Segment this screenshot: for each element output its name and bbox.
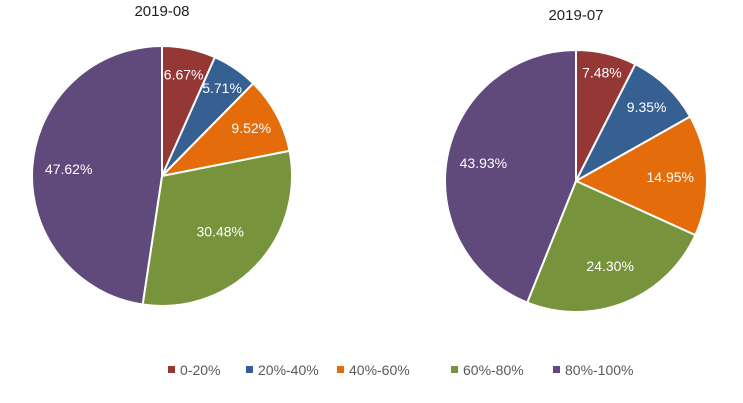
- pie-slice-20pct-40pct: [573, 62, 692, 184]
- data-label: 9.35%: [627, 99, 667, 115]
- chart-title: 2019-08: [134, 3, 189, 20]
- legend-swatch: [168, 366, 175, 373]
- pie-slice-40pct-60pct: [159, 81, 291, 178]
- pie-slice-40pct-60pct: [573, 115, 708, 237]
- pie-slice-60pct-80pct: [141, 149, 293, 307]
- data-label: 9.52%: [231, 120, 271, 136]
- chart-title: 2019-07: [548, 7, 603, 24]
- data-label: 24.30%: [586, 258, 633, 274]
- data-label: 7.48%: [582, 65, 622, 81]
- legend-swatch: [246, 366, 253, 373]
- legend-label: 80%-100%: [565, 362, 634, 378]
- data-label: 6.67%: [164, 66, 204, 82]
- legend-swatch: [337, 366, 344, 373]
- data-label: 5.71%: [202, 80, 242, 96]
- data-label: 47.62%: [45, 161, 92, 177]
- pie-slice-80pct-100pct: [31, 44, 163, 306]
- legend-label: 40%-60%: [349, 362, 410, 378]
- legend-label: 0-20%: [180, 362, 220, 378]
- data-label: 30.48%: [197, 224, 244, 240]
- legend-swatch: [553, 366, 560, 373]
- pie-slice-60pct-80pct: [525, 179, 697, 313]
- data-label: 14.95%: [646, 169, 693, 185]
- legend-swatch: [451, 366, 458, 373]
- pie-slice-80pct-100pct: [444, 48, 577, 304]
- legend-label: 20%-40%: [258, 362, 319, 378]
- data-label: 43.93%: [460, 155, 507, 171]
- legend-label: 60%-80%: [463, 362, 524, 378]
